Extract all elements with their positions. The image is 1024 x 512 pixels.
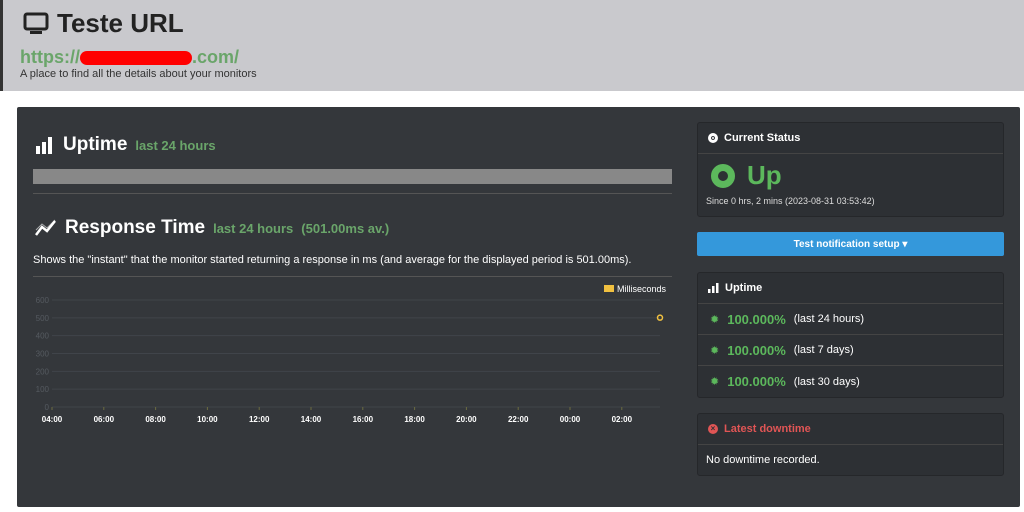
response-average: (501.00ms av.) xyxy=(301,220,390,236)
uptime-bar xyxy=(33,169,672,184)
monitor-icon xyxy=(23,12,49,34)
x-tick-label: 10:00 xyxy=(197,415,218,424)
status-up-icon xyxy=(711,164,735,188)
response-title: Response Time xyxy=(65,217,206,238)
divider xyxy=(33,276,672,277)
x-tick-label: 02:00 xyxy=(612,415,633,424)
downtime-text: No downtime recorded. xyxy=(706,454,820,466)
response-description: Shows the "instant" that the monitor sta… xyxy=(33,254,632,266)
status-header: Current Status xyxy=(698,123,1003,154)
bar-chart-icon xyxy=(36,137,52,154)
x-tick-label: 22:00 xyxy=(508,415,529,424)
x-tick-label: 12:00 xyxy=(249,415,270,424)
current-status-card: Current Status Up Since 0 hrs, 2 mins (2… xyxy=(697,122,1004,217)
status-since: Since 0 hrs, 2 mins (2023-08-31 03:53:42… xyxy=(706,196,875,206)
y-tick-label: 200 xyxy=(36,367,50,376)
url-prefix: https:// xyxy=(20,47,80,67)
uptime-title: Uptime xyxy=(63,134,128,155)
y-tick-label: 0 xyxy=(45,403,50,412)
uptime-row: ✹ 100.000% (last 30 days) xyxy=(698,366,1003,397)
x-tick-label: 08:00 xyxy=(145,415,166,424)
response-heading: Response Time last 24 hours (501.00ms av… xyxy=(35,217,389,239)
uptime-card-header: Uptime xyxy=(698,273,1003,304)
uptime-heading: Uptime last 24 hours xyxy=(35,134,216,156)
y-tick-label: 100 xyxy=(36,385,50,394)
response-chart: 0 100 200 300 400 500 600 04:00 06:00 08:00 10:00 1… xyxy=(36,284,667,424)
x-tick-label: 00:00 xyxy=(560,415,581,424)
uptime-row: ✹ 100.000% (last 7 days) xyxy=(698,335,1003,366)
x-tick-label: 16:00 xyxy=(353,415,374,424)
response-period: last 24 hours xyxy=(213,220,294,236)
y-tick-label: 400 xyxy=(36,332,50,341)
test-notification-button[interactable]: Test notification setup ▾ xyxy=(697,232,1004,256)
uptime-card: Uptime ✹ 100.000% (last 24 hours) ✹ 100.000… xyxy=(697,272,1004,398)
uptime-pct: 100.000% xyxy=(727,342,786,358)
y-tick-label: 500 xyxy=(36,314,50,323)
downtime-header: × Latest downtime xyxy=(698,414,1003,445)
certificate-icon: ✹ xyxy=(710,376,720,388)
times-circle-icon: × xyxy=(708,424,718,434)
data-point xyxy=(656,314,664,321)
uptime-period: last 24 hours xyxy=(135,137,216,153)
legend-swatch xyxy=(604,285,614,292)
url-suffix: .com/ xyxy=(192,47,240,67)
page-subtitle: A place to find all the details about yo… xyxy=(20,68,257,80)
page-title: Teste URL xyxy=(23,8,184,39)
status-value: Up xyxy=(747,160,782,190)
page-header: Teste URL https:// .com/ A place to find … xyxy=(0,0,1024,91)
y-tick-label: 300 xyxy=(36,350,50,359)
status-body: Up Since 0 hrs, 2 mins (2023-08-31 03:53… xyxy=(698,154,1003,216)
uptime-row: ✹ 100.000% (last 24 hours) xyxy=(698,304,1003,335)
legend-label: Milliseconds xyxy=(617,284,667,294)
bar-chart-icon xyxy=(708,283,719,293)
uptime-label: (last 30 days) xyxy=(793,375,860,388)
monitor-panel: Uptime last 24 hours Response Time last … xyxy=(17,107,1020,507)
certificate-icon: ✹ xyxy=(710,344,720,357)
uptime-label: (last 7 days) xyxy=(793,344,854,356)
redaction xyxy=(80,51,192,66)
x-tick-label: 18:00 xyxy=(404,415,425,424)
x-tick-label: 04:00 xyxy=(42,415,63,424)
uptime-pct: 100.000% xyxy=(727,374,786,389)
x-tick-label: 06:00 xyxy=(94,415,115,424)
certificate-icon: ✹ xyxy=(710,313,720,326)
downtime-title: Latest downtime xyxy=(724,423,811,435)
x-tick-label: 14:00 xyxy=(301,415,322,424)
uptime-pct: 100.000% xyxy=(727,311,786,327)
button-label: Test notification setup xyxy=(793,238,900,250)
dot-circle-icon xyxy=(708,133,718,143)
caret-down-icon: ▾ xyxy=(902,238,908,250)
monitor-url[interactable]: https:// .com/ xyxy=(20,47,239,68)
uptime-label: (last 24 hours) xyxy=(793,313,865,325)
latest-downtime-card: × Latest downtime No downtime recorded. xyxy=(697,413,1004,476)
x-tick-label: 20:00 xyxy=(456,415,477,424)
line-chart-icon xyxy=(35,219,56,236)
title-text: Teste URL xyxy=(57,8,184,38)
uptime-card-title: Uptime xyxy=(725,282,763,294)
status-title: Current Status xyxy=(724,132,801,144)
divider xyxy=(33,193,672,194)
y-tick-label: 600 xyxy=(36,296,50,305)
